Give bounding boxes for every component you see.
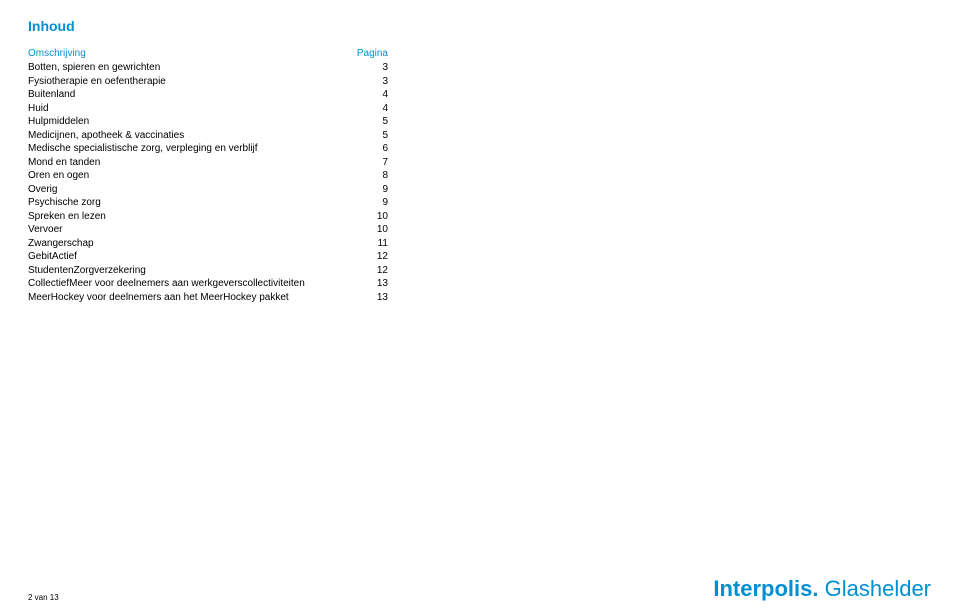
toc-row: Fysiotherapie en oefentherapie3 (28, 75, 388, 89)
page-number: 2 van 13 (28, 593, 59, 602)
toc-row-label: StudentenZorgverzekering (28, 264, 358, 278)
toc-row-label: Medicijnen, apotheek & vaccinaties (28, 129, 358, 143)
toc-row-label: CollectiefMeer voor deelnemers aan werkg… (28, 277, 358, 291)
toc-row-label: Overig (28, 183, 358, 197)
toc-row-page: 13 (358, 291, 388, 305)
toc-row-page: 9 (358, 183, 388, 197)
toc-row: Overig9 (28, 183, 388, 197)
toc-row: Botten, spieren en gewrichten3 (28, 61, 388, 75)
toc-header: Omschrijving Pagina (28, 48, 388, 59)
toc-row-page: 8 (358, 169, 388, 183)
toc-row-page: 13 (358, 277, 388, 291)
toc-row: Psychische zorg9 (28, 196, 388, 210)
brand-name: Interpolis. (713, 576, 818, 601)
toc-row-label: Psychische zorg (28, 196, 358, 210)
toc-row-page: 4 (358, 88, 388, 102)
document-page: Inhoud Omschrijving Pagina Botten, spier… (0, 0, 959, 616)
toc-row-page: 4 (358, 102, 388, 116)
toc-row-label: MeerHockey voor deelnemers aan het MeerH… (28, 291, 358, 305)
page-title: Inhoud (28, 18, 931, 34)
footer: 2 van 13 Interpolis. Glashelder (28, 576, 931, 602)
toc-row: Buitenland4 (28, 88, 388, 102)
toc-row-label: Mond en tanden (28, 156, 358, 170)
toc-row-page: 3 (358, 75, 388, 89)
toc-row: Vervoer10 (28, 223, 388, 237)
toc-row: GebitActief12 (28, 250, 388, 264)
toc-body: Botten, spieren en gewrichten3Fysiothera… (28, 61, 388, 304)
brand-tagline: Interpolis. Glashelder (713, 576, 931, 602)
toc-row-label: Buitenland (28, 88, 358, 102)
toc-row-page: 6 (358, 142, 388, 156)
toc-row: Medische specialistische zorg, verplegin… (28, 142, 388, 156)
toc-row-page: 9 (358, 196, 388, 210)
toc-row-page: 12 (358, 264, 388, 278)
toc-row: Mond en tanden7 (28, 156, 388, 170)
toc-row: StudentenZorgverzekering12 (28, 264, 388, 278)
toc-row: CollectiefMeer voor deelnemers aan werkg… (28, 277, 388, 291)
toc: Omschrijving Pagina Botten, spieren en g… (28, 48, 388, 304)
toc-row: Huid4 (28, 102, 388, 116)
toc-row-label: Spreken en lezen (28, 210, 358, 224)
toc-row-page: 10 (358, 223, 388, 237)
toc-row: Hulpmiddelen5 (28, 115, 388, 129)
toc-row-label: GebitActief (28, 250, 358, 264)
toc-row-label: Hulpmiddelen (28, 115, 358, 129)
toc-row-label: Vervoer (28, 223, 358, 237)
toc-row-page: 10 (358, 210, 388, 224)
toc-row-label: Zwangerschap (28, 237, 358, 251)
toc-row-page: 7 (358, 156, 388, 170)
toc-row: Spreken en lezen10 (28, 210, 388, 224)
toc-header-page: Pagina (357, 48, 388, 59)
toc-row-label: Botten, spieren en gewrichten (28, 61, 358, 75)
toc-row-label: Fysiotherapie en oefentherapie (28, 75, 358, 89)
brand-slogan: Glashelder (825, 576, 931, 601)
toc-row-page: 3 (358, 61, 388, 75)
toc-row: Oren en ogen8 (28, 169, 388, 183)
toc-row-label: Oren en ogen (28, 169, 358, 183)
toc-header-label: Omschrijving (28, 48, 86, 59)
toc-row-label: Medische specialistische zorg, verplegin… (28, 142, 358, 156)
toc-row: Zwangerschap11 (28, 237, 388, 251)
toc-row: MeerHockey voor deelnemers aan het MeerH… (28, 291, 388, 305)
toc-row-page: 5 (358, 129, 388, 143)
toc-row-page: 5 (358, 115, 388, 129)
toc-row-label: Huid (28, 102, 358, 116)
toc-row: Medicijnen, apotheek & vaccinaties5 (28, 129, 388, 143)
toc-row-page: 12 (358, 250, 388, 264)
toc-row-page: 11 (358, 237, 388, 251)
